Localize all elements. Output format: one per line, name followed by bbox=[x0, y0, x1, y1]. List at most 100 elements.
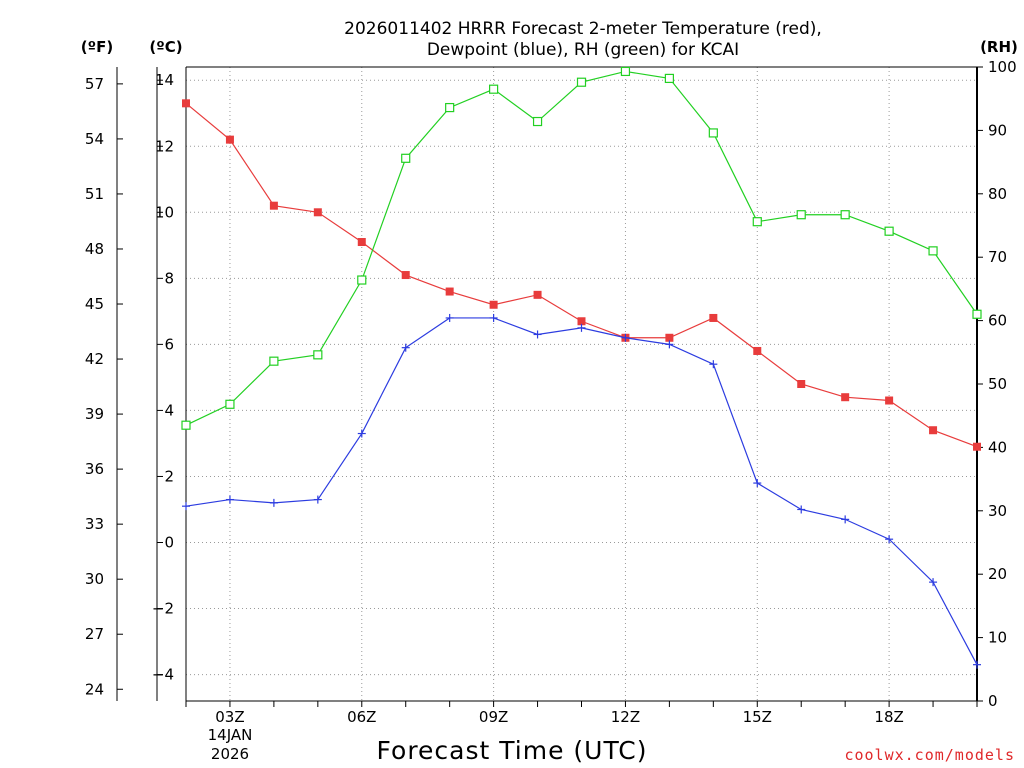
x-axis-title: Forecast Time (UTC) bbox=[377, 736, 648, 765]
rh-tick-label: 20 bbox=[988, 565, 1007, 583]
rh-point bbox=[357, 275, 367, 285]
rh-point bbox=[225, 399, 235, 409]
x-tick-label: 06Z bbox=[347, 708, 376, 726]
temperature-point bbox=[797, 380, 806, 388]
chart-title-line2: Dewpoint (blue), RH (green) for KCAI bbox=[427, 40, 739, 60]
grid-lines bbox=[186, 67, 977, 701]
temperature-point bbox=[225, 135, 234, 144]
temperature-point bbox=[357, 238, 366, 247]
dewpoint-point bbox=[577, 323, 586, 332]
temperature-point bbox=[577, 317, 586, 326]
rh-tick-label: 50 bbox=[988, 375, 1007, 393]
temperature-point bbox=[753, 346, 762, 355]
x-tick-label: 18Z bbox=[874, 708, 903, 726]
fahrenheit-tick-label: 57 bbox=[85, 75, 104, 93]
temperature-point bbox=[445, 287, 454, 296]
celsius-tick-label: 4 bbox=[164, 401, 174, 419]
fahrenheit-unit-label: (ºF) bbox=[81, 38, 113, 56]
dewpoint-point bbox=[929, 578, 938, 587]
rh-point bbox=[181, 420, 191, 430]
rh-series-line bbox=[185, 70, 978, 426]
celsius-tick-label: −2 bbox=[152, 600, 174, 618]
rh-tick-label: 100 bbox=[988, 58, 1017, 76]
credit-text: coolwx.com/models bbox=[844, 746, 1015, 764]
fahrenheit-tick-label: 48 bbox=[85, 240, 104, 258]
dewpoint-point bbox=[313, 495, 322, 504]
rh-point bbox=[840, 210, 850, 220]
rh-point bbox=[884, 226, 894, 236]
celsius-tick-label: 12 bbox=[155, 137, 174, 155]
rh-unit-label: (RH) bbox=[980, 38, 1018, 56]
dewpoint-point bbox=[709, 360, 718, 369]
fahrenheit-tick-label: 51 bbox=[85, 185, 104, 203]
fahrenheit-tick-label: 54 bbox=[85, 130, 104, 148]
dewpoint-series-line bbox=[185, 317, 978, 665]
dewpoint-point bbox=[841, 515, 850, 524]
celsius-tick-label: 8 bbox=[164, 269, 174, 287]
temperature-point bbox=[533, 290, 542, 299]
temperature-point bbox=[665, 333, 674, 342]
dewpoint-point bbox=[533, 330, 542, 339]
temperature-point bbox=[973, 442, 981, 451]
x-tick-label: 09Z bbox=[479, 708, 508, 726]
fahrenheit-tick-label: 24 bbox=[85, 680, 104, 698]
fahrenheit-tick-label: 33 bbox=[85, 515, 104, 533]
rh-point bbox=[576, 77, 587, 87]
x-date-line1: 14JAN bbox=[208, 726, 253, 744]
temperature-point bbox=[929, 426, 938, 435]
chart-title-line1: 2026011402 HRRR Forecast 2-meter Tempera… bbox=[344, 19, 822, 39]
temperature-point bbox=[709, 313, 718, 322]
rh-tick-label: 40 bbox=[988, 438, 1007, 456]
temperature-point bbox=[885, 396, 894, 405]
tick-labels: 14121086420−2−45754514845423936333027241… bbox=[85, 58, 1017, 726]
dewpoint-point bbox=[753, 479, 762, 488]
dewpoint-point bbox=[621, 333, 630, 342]
rh-point bbox=[620, 66, 631, 77]
fahrenheit-tick-label: 39 bbox=[85, 405, 104, 423]
rh-tick-label: 0 bbox=[988, 692, 998, 710]
rh-point bbox=[752, 217, 762, 227]
dewpoint-point bbox=[401, 343, 410, 352]
rh-tick-label: 80 bbox=[988, 185, 1007, 203]
x-date-line2: 2026 bbox=[211, 745, 249, 763]
celsius-unit-label: (ºC) bbox=[149, 38, 182, 56]
fahrenheit-tick-label: 27 bbox=[85, 625, 104, 643]
dewpoint-point bbox=[357, 429, 366, 438]
celsius-tick-label: 0 bbox=[164, 534, 174, 552]
celsius-tick-label: 14 bbox=[155, 71, 174, 89]
dewpoint-point bbox=[445, 313, 454, 322]
rh-point bbox=[796, 210, 806, 220]
rh-point bbox=[401, 153, 411, 163]
rh-point bbox=[972, 309, 982, 319]
celsius-tick-label: 6 bbox=[164, 335, 174, 353]
rh-point bbox=[664, 73, 674, 84]
temperature-point bbox=[313, 208, 322, 217]
celsius-tick-label: 10 bbox=[155, 203, 174, 221]
temperature-point bbox=[841, 393, 850, 402]
rh-point bbox=[445, 102, 455, 113]
temperature-point bbox=[489, 300, 498, 309]
rh-point bbox=[708, 128, 718, 138]
temperature-series-line bbox=[185, 102, 978, 448]
fahrenheit-tick-label: 30 bbox=[85, 570, 104, 588]
fahrenheit-tick-label: 45 bbox=[85, 295, 104, 313]
temperature-point bbox=[401, 271, 410, 280]
rh-point bbox=[269, 356, 279, 366]
dewpoint-point bbox=[269, 498, 278, 507]
rh-point bbox=[313, 350, 323, 360]
temperature-point bbox=[182, 99, 190, 108]
rh-point bbox=[928, 246, 938, 256]
dewpoint-point bbox=[182, 502, 190, 511]
x-tick-label: 15Z bbox=[743, 708, 772, 726]
celsius-tick-label: 2 bbox=[164, 467, 174, 485]
axes bbox=[116, 66, 983, 707]
rh-tick-label: 90 bbox=[988, 121, 1007, 139]
dewpoint-point bbox=[797, 505, 806, 514]
dewpoint-point bbox=[225, 495, 234, 504]
dewpoint-point bbox=[665, 340, 674, 349]
x-tick-label: 12Z bbox=[611, 708, 640, 726]
rh-point bbox=[532, 116, 543, 127]
x-tick-label: 03Z bbox=[215, 708, 244, 726]
temperature-point bbox=[269, 201, 278, 210]
rh-tick-label: 10 bbox=[988, 629, 1007, 647]
